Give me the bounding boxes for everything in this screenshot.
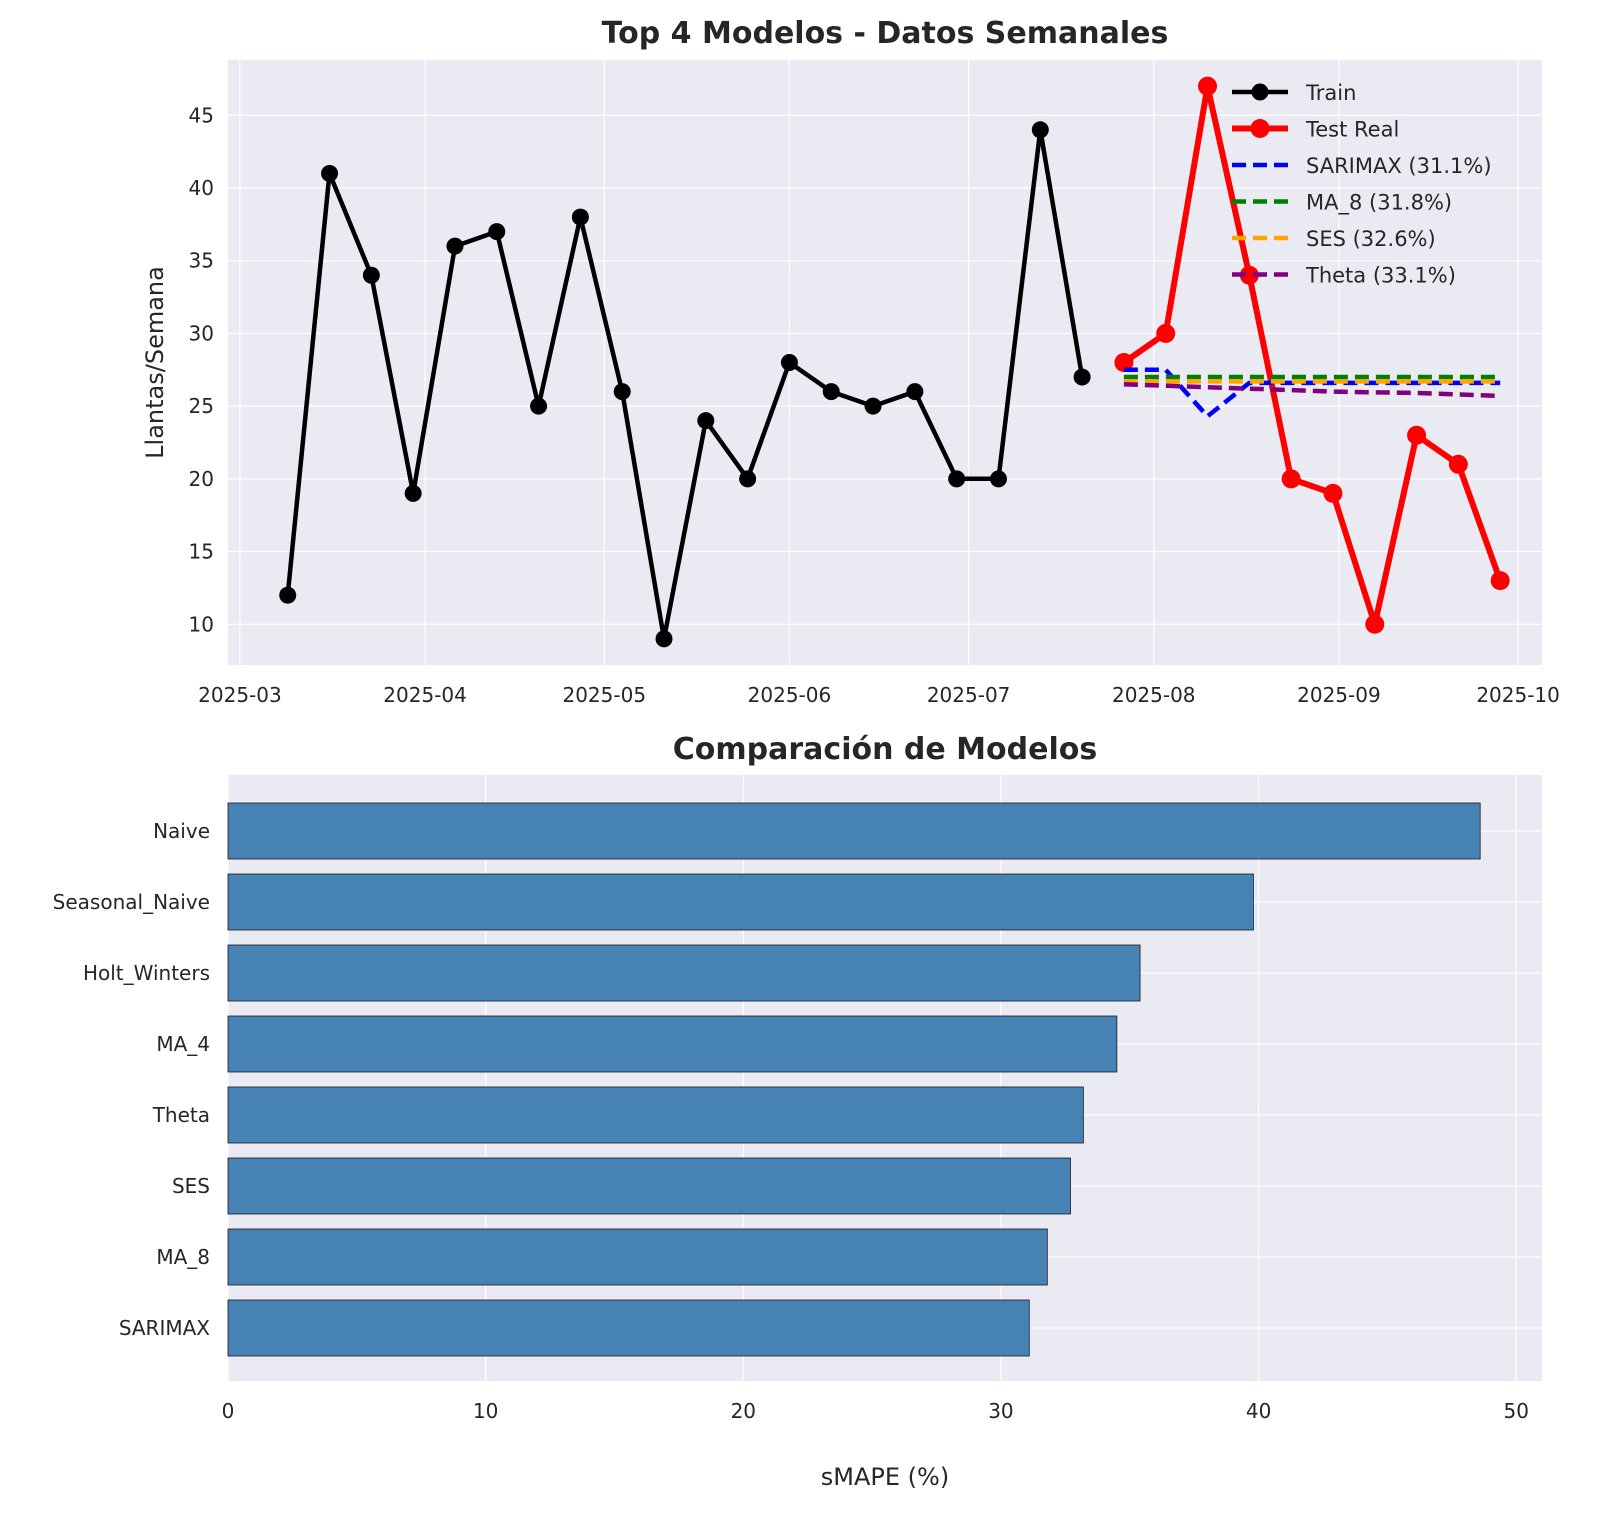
x-tick-label: 2025-10 bbox=[1476, 683, 1560, 707]
bar-ses bbox=[227, 1157, 1071, 1215]
data-point bbox=[1114, 353, 1134, 372]
x-tick-label: 2025-04 bbox=[383, 683, 467, 707]
legend-marker bbox=[1251, 83, 1269, 101]
data-point bbox=[864, 397, 882, 415]
bar-sarimax bbox=[227, 1299, 1030, 1357]
data-point bbox=[530, 397, 548, 415]
data-point bbox=[1448, 454, 1468, 474]
data-point bbox=[655, 630, 673, 648]
line-chart-plot-area bbox=[228, 60, 1542, 665]
series-line-train bbox=[285, 127, 1085, 642]
category-label: Theta bbox=[152, 1103, 210, 1127]
bar-chart-bars bbox=[227, 802, 1481, 1357]
line-chart-title: Top 4 Modelos - Datos Semanales bbox=[602, 16, 1169, 51]
x-tick-label: 30 bbox=[988, 1399, 1013, 1423]
data-point bbox=[1365, 614, 1385, 634]
legend-label: SES (32.6%) bbox=[1306, 227, 1436, 251]
line-chart-grid bbox=[228, 60, 1542, 665]
legend-label: Train bbox=[1305, 81, 1356, 105]
legend-label: Theta (33.1%) bbox=[1305, 264, 1456, 288]
line-chart: Top 4 Modelos - Datos Semanales Llantas/… bbox=[141, 16, 1560, 707]
data-point bbox=[571, 208, 589, 226]
data-point bbox=[1031, 121, 1049, 139]
line-chart-series bbox=[279, 76, 1510, 648]
line-chart-y-axis-label: Llantas/Semana bbox=[141, 266, 169, 459]
data-point bbox=[279, 586, 297, 604]
data-point bbox=[1073, 368, 1091, 386]
data-point bbox=[321, 164, 339, 182]
category-label: MA_8 bbox=[156, 1245, 210, 1269]
data-point bbox=[1281, 469, 1301, 489]
x-tick-label: 2025-08 bbox=[1112, 683, 1196, 707]
data-point bbox=[739, 470, 757, 488]
x-tick-label: 40 bbox=[1246, 1399, 1271, 1423]
legend-label: MA_8 (31.8%) bbox=[1306, 191, 1452, 216]
y-tick-label: 45 bbox=[189, 103, 214, 127]
category-label: Seasonal_Naive bbox=[53, 890, 210, 914]
category-label: SES bbox=[172, 1174, 210, 1198]
x-tick-label: 0 bbox=[222, 1399, 235, 1423]
data-point bbox=[948, 470, 966, 488]
bar-holt-winters bbox=[227, 944, 1141, 1002]
data-point bbox=[1156, 323, 1176, 343]
legend-marker bbox=[1250, 119, 1270, 138]
data-point bbox=[989, 470, 1007, 488]
data-point bbox=[697, 412, 715, 430]
y-tick-label: 10 bbox=[189, 612, 214, 636]
y-tick-label: 30 bbox=[189, 321, 214, 345]
bar-chart-category-labels: Naive Seasonal_Naive Holt_Winters MA_4 Theta… bbox=[53, 819, 211, 1340]
line-chart-legend: Train Test Real SARIMAX (31.1%) MA_8 (31.8%… bbox=[1232, 81, 1492, 288]
x-tick-label: 2025-05 bbox=[562, 683, 646, 707]
x-tick-label: 50 bbox=[1504, 1399, 1529, 1423]
data-point bbox=[488, 223, 506, 241]
data-point bbox=[780, 354, 798, 371]
category-label: Holt_Winters bbox=[83, 961, 210, 985]
x-tick-label: 2025-03 bbox=[198, 683, 282, 707]
bar-theta bbox=[227, 1086, 1084, 1144]
data-point bbox=[404, 484, 422, 502]
data-point bbox=[906, 383, 924, 401]
x-tick-label: 2025-06 bbox=[748, 683, 832, 707]
legend-label: Test Real bbox=[1305, 118, 1399, 142]
series-line-sarimax bbox=[1123, 367, 1501, 419]
data-point bbox=[613, 383, 631, 401]
x-tick-label: 2025-07 bbox=[927, 683, 1011, 707]
y-tick-label: 15 bbox=[189, 540, 214, 564]
bar-chart-title: Comparación de Modelos bbox=[673, 732, 1097, 767]
x-tick-label: 20 bbox=[731, 1399, 756, 1423]
y-tick-label: 20 bbox=[189, 467, 214, 491]
bar-chart: Comparación de Modelos sMAPE (%) Naive Se… bbox=[53, 732, 1542, 1491]
bar-chart-x-ticks: 0 10 20 30 40 50 bbox=[222, 1399, 1529, 1423]
line-chart-y-ticks: 10 15 20 25 30 35 40 45 bbox=[189, 103, 214, 636]
bar-seasonal-naive bbox=[227, 873, 1254, 931]
y-tick-label: 25 bbox=[189, 394, 214, 418]
x-tick-label: 2025-09 bbox=[1297, 683, 1381, 707]
y-tick-label: 35 bbox=[189, 249, 214, 273]
series-line-test bbox=[1122, 83, 1504, 628]
bar-chart-x-axis-label: sMAPE (%) bbox=[821, 1463, 949, 1491]
data-point bbox=[1323, 483, 1343, 503]
x-tick-label: 10 bbox=[473, 1399, 498, 1423]
category-label: SARIMAX bbox=[119, 1316, 210, 1340]
data-point bbox=[1490, 571, 1510, 591]
category-label: Naive bbox=[153, 819, 210, 843]
line-chart-x-ticks: 2025-03 2025-04 2025-05 2025-06 2025-07 2025-… bbox=[198, 683, 1560, 707]
bar-ma-4 bbox=[227, 1015, 1118, 1073]
bar-chart-plot-area bbox=[228, 775, 1542, 1381]
data-point bbox=[1407, 425, 1427, 445]
category-label: MA_4 bbox=[156, 1032, 210, 1056]
data-point bbox=[446, 237, 464, 255]
bar-naive bbox=[227, 802, 1481, 860]
data-point bbox=[1239, 265, 1259, 285]
data-point bbox=[822, 383, 840, 401]
data-point bbox=[1198, 76, 1218, 96]
legend-label: SARIMAX (31.1%) bbox=[1306, 154, 1492, 178]
y-tick-label: 40 bbox=[189, 176, 214, 200]
data-point bbox=[362, 266, 380, 284]
bar-ma-8 bbox=[227, 1228, 1048, 1286]
